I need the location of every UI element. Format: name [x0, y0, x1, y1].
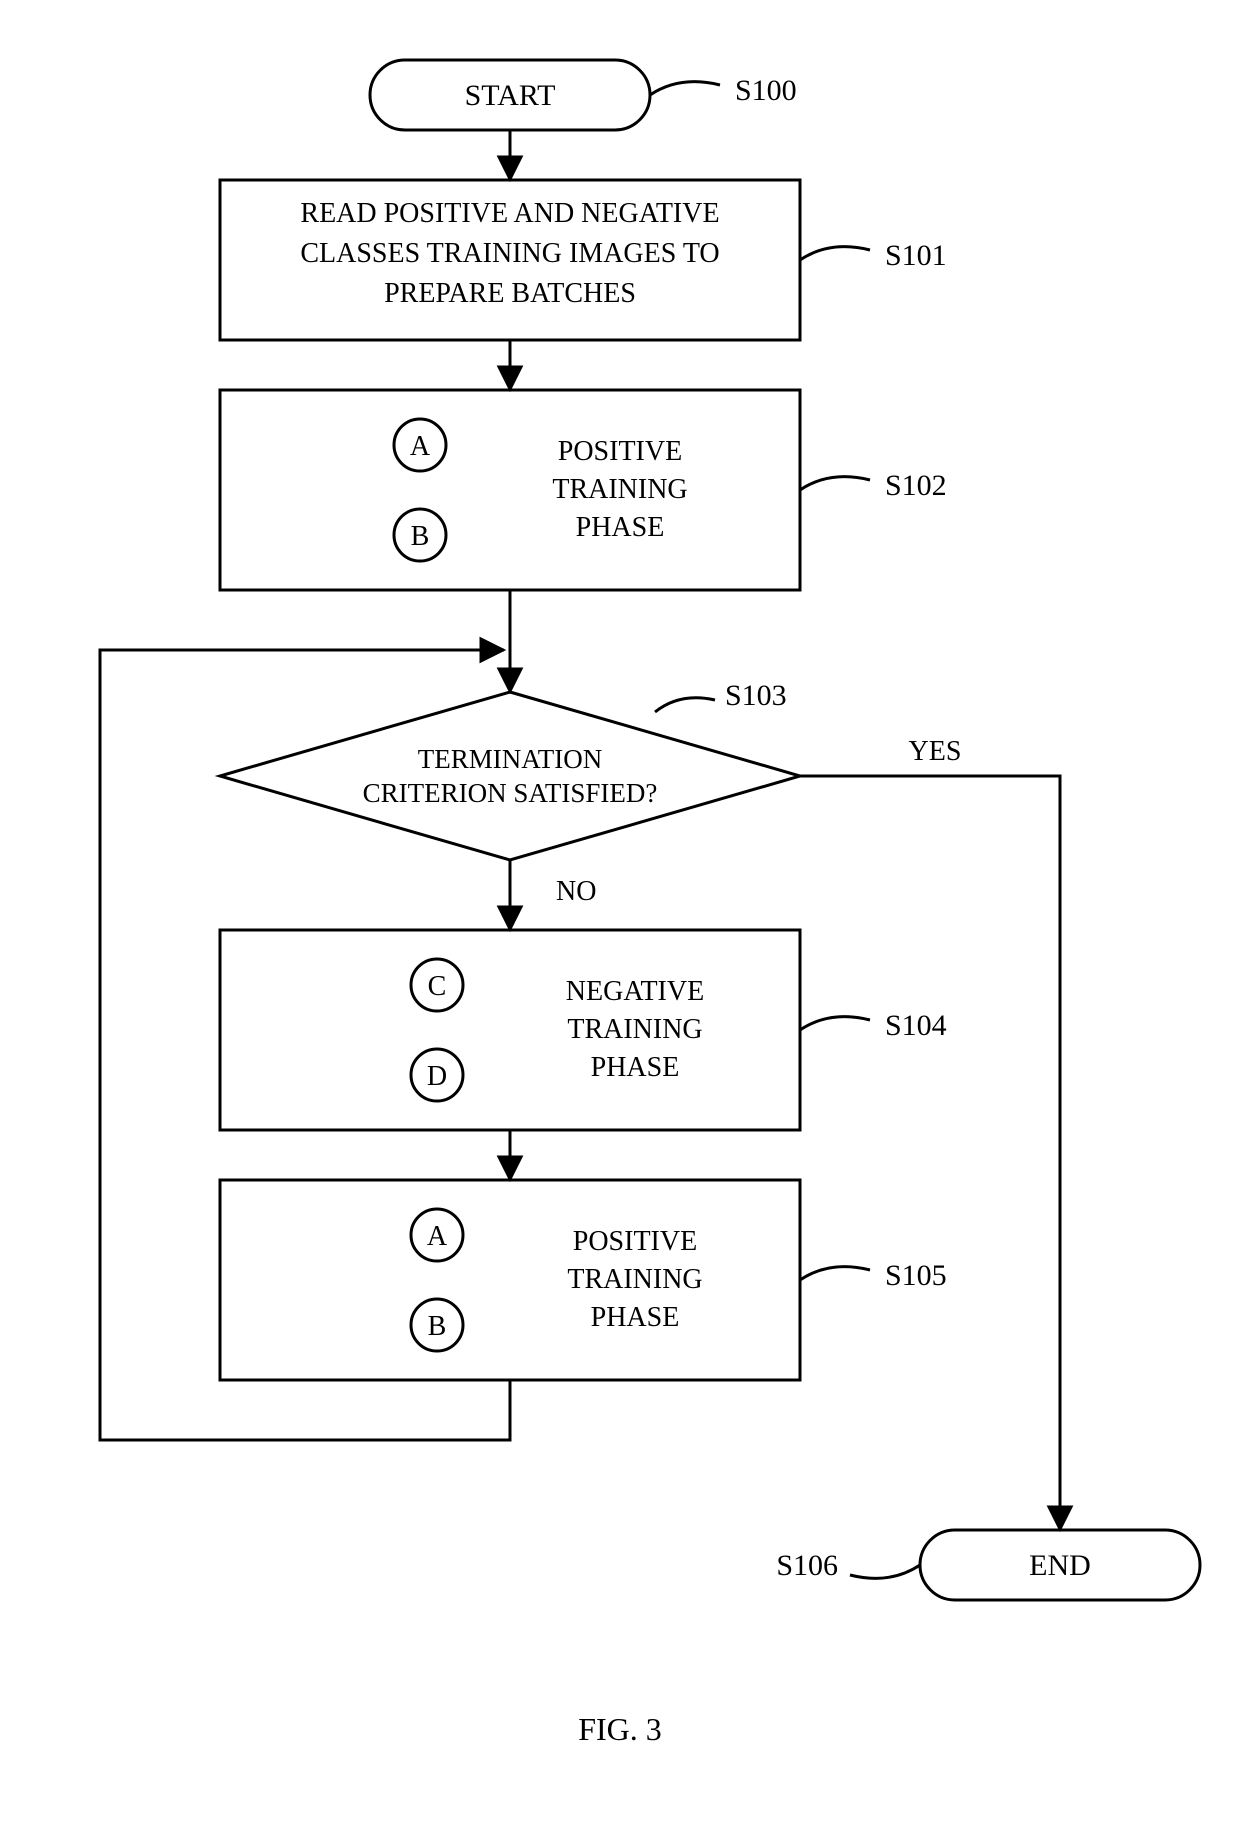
- s103-line1: TERMINATION: [418, 744, 602, 774]
- s105-bubble-1: B: [428, 1311, 447, 1342]
- end-text: END: [1029, 1549, 1091, 1582]
- s102-bubble-0: A: [410, 431, 431, 462]
- node-s103: TERMINATION CRITERION SATISFIED? S103: [220, 679, 800, 860]
- node-start: START S100: [370, 60, 797, 130]
- s105-title-0: POSITIVE: [573, 1226, 697, 1257]
- s103-line2: CRITERION SATISFIED?: [363, 778, 658, 808]
- s104-ref: S104: [885, 1009, 947, 1042]
- s104-bubble-1: D: [427, 1061, 447, 1092]
- s103-ref: S103: [725, 679, 787, 712]
- s105-title-2: PHASE: [591, 1302, 680, 1333]
- s102-title-0: POSITIVE: [558, 436, 682, 467]
- s102-bubble-1: B: [411, 521, 430, 552]
- s104-title-2: PHASE: [591, 1052, 680, 1083]
- node-s101: READ POSITIVE AND NEGATIVE CLASSES TRAIN…: [220, 180, 947, 340]
- s102-ref: S102: [885, 469, 947, 502]
- node-s102: A B POSITIVE TRAINING PHASE S102: [220, 390, 947, 590]
- s101-ref: S101: [885, 239, 947, 272]
- flowchart: START S100 READ POSITIVE AND NEGATIVE CL…: [0, 0, 1240, 1823]
- s102-title-1: TRAINING: [552, 474, 687, 505]
- start-text: START: [465, 79, 556, 112]
- s105-ref: S105: [885, 1259, 947, 1292]
- s101-line1: READ POSITIVE AND NEGATIVE: [300, 198, 719, 229]
- s101-line2: CLASSES TRAINING IMAGES TO: [300, 238, 719, 269]
- figure-caption: FIG. 3: [578, 1711, 662, 1747]
- node-s104: C D NEGATIVE TRAINING PHASE S104: [220, 930, 947, 1130]
- s105-title-1: TRAINING: [567, 1264, 702, 1295]
- s101-line3: PREPARE BATCHES: [384, 278, 636, 309]
- no-label: NO: [556, 876, 596, 907]
- s102-title-2: PHASE: [576, 512, 665, 543]
- node-s105: A B POSITIVE TRAINING PHASE S105: [220, 1180, 947, 1380]
- s105-bubble-0: A: [427, 1221, 448, 1252]
- s104-title-1: TRAINING: [567, 1014, 702, 1045]
- start-ref: S100: [735, 74, 797, 107]
- s104-bubble-0: C: [428, 971, 447, 1002]
- s104-title-0: NEGATIVE: [566, 976, 704, 1007]
- yes-label: YES: [909, 736, 962, 767]
- end-ref: S106: [776, 1549, 838, 1582]
- edge-s103-end: YES: [800, 736, 1060, 1530]
- node-end: END S106: [776, 1530, 1200, 1600]
